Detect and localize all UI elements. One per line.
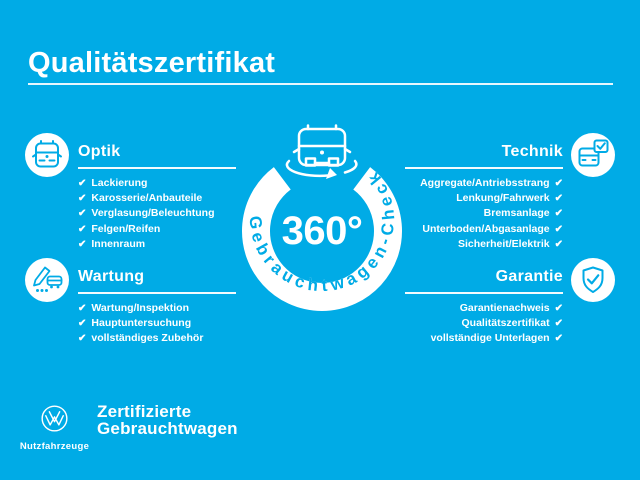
check-icon: ✔ [78, 333, 87, 345]
van-checkbox-icon [578, 139, 609, 167]
section-technik: Technik Aggregate/Antriebsstrang ✔ Lenkun… [405, 143, 563, 253]
check-icon: ✔ [554, 302, 563, 314]
check-icon: ✔ [554, 333, 563, 345]
check-icon: ✔ [554, 208, 563, 220]
check-item-label: Sicherheit/Elektrik [457, 238, 550, 251]
check-item: vollständige Unterlagen ✔ [405, 331, 563, 346]
check-item: Lenkung/Fahrwerk ✔ [405, 191, 563, 206]
check-item: ✔ Felgen/Reifen [78, 222, 236, 237]
degree-label: 360° [282, 209, 363, 253]
check-item-label: vollständiges Zubehör [91, 332, 204, 345]
footer-claim: Zertifizierte Gebrauchtwagen [97, 402, 238, 438]
check-item: ✔ Innenraum [78, 237, 236, 252]
badge-graphic: Gebrauchtwagen-Check Gebrauchtwagen-Chec… [242, 124, 402, 311]
check-icon: ✔ [78, 208, 87, 220]
check-item-label: Garantienachweis [459, 301, 550, 314]
technik-checklist: Aggregate/Antriebsstrang ✔ Lenkung/Fahrwe… [405, 176, 563, 253]
check-icon: ✔ [78, 302, 87, 314]
check-icon: ✔ [554, 239, 563, 251]
center-badge: Gebrauchtwagen-Check Gebrauchtwagen-Chec… [212, 121, 432, 341]
check-icon: ✔ [554, 177, 563, 189]
section-wartung-title: Wartung [78, 268, 145, 285]
section-garantie-underline [405, 292, 563, 294]
title-divider [28, 83, 613, 85]
section-technik-title: Technik [501, 143, 563, 160]
check-item: Bremsanlage ✔ [405, 206, 563, 221]
check-icon: ✔ [554, 318, 563, 329]
section-technik-underline [405, 167, 563, 169]
check-item-label: Lenkung/Fahrwerk [456, 192, 550, 204]
check-icon: ✔ [554, 223, 563, 235]
check-item-label: Unterboden/Abgasanlage [422, 222, 550, 235]
check-icon: ✔ [78, 177, 87, 189]
car-front-icon [32, 140, 62, 168]
service-checklist-icon [33, 266, 63, 292]
check-icon: ✔ [78, 239, 87, 251]
check-icon: ✔ [78, 318, 87, 329]
shield-check-icon [582, 266, 604, 293]
check-item: Sicherheit/Elektrik ✔ [405, 237, 563, 252]
brand-label: Nutzfahrzeuge [19, 441, 90, 452]
vw-logo-icon [37, 401, 72, 436]
check-item: Aggregate/Antriebsstrang ✔ [405, 176, 563, 191]
check-item: ✔ Verglasung/Beleuchtung [78, 206, 236, 221]
footer-claim-line1: Zertifizierte [97, 402, 192, 421]
badge-ring [242, 167, 402, 311]
check-item: ✔ Wartung/Inspektion [78, 301, 236, 316]
check-item: Qualitätszertifikat ✔ [405, 316, 564, 331]
check-item-label: Aggregate/Antriebsstrang [420, 176, 550, 189]
check-item-label: Qualitätszertifikat [461, 317, 550, 329]
check-item-label: Felgen/Reifen [91, 222, 161, 235]
check-item: ✔ Lackierung [78, 176, 236, 191]
wartung-icon-circle [25, 258, 69, 302]
check-item-label: Hauptuntersuchung [91, 317, 192, 329]
check-item: Garantienachweis ✔ [405, 301, 563, 316]
footer-claim-line2: Gebrauchtwagen [97, 418, 238, 438]
optik-icon-circle [25, 133, 69, 177]
section-garantie: Garantie Garantienachweis ✔ Qualitätszert… [405, 268, 563, 347]
section-wartung-underline [78, 292, 236, 294]
section-optik: Optik ✔ Lackierung ✔ Karosserie/Anbauteile… [78, 143, 236, 253]
check-item-label: Wartung/Inspektion [91, 301, 189, 314]
check-item-label: Verglasung/Beleuchtung [91, 207, 215, 220]
check-item-label: Lackierung [91, 176, 148, 189]
garantie-checklist: Garantienachweis ✔ Qualitätszertifikat ✔ v… [405, 301, 563, 347]
check-item: Unterboden/Abgasanlage ✔ [405, 222, 563, 237]
optik-checklist: ✔ Lackierung ✔ Karosserie/Anbauteile ✔ Verg… [78, 176, 236, 253]
section-wartung: Wartung ✔ Wartung/Inspektion ✔ Hauptunters… [78, 268, 236, 347]
check-item-label: Karosserie/Anbauteile [91, 192, 203, 204]
van-rotation-icon [285, 124, 358, 179]
section-garantie-title: Garantie [495, 268, 563, 285]
section-optik-title: Optik [78, 143, 121, 160]
check-item-label: vollständige Unterlagen [430, 332, 550, 345]
check-item: ✔ Hauptuntersuchung [78, 316, 236, 331]
check-icon: ✔ [78, 223, 87, 235]
check-item-label: Bremsanlage [483, 207, 550, 220]
page-title: Qualitätszertifikat [28, 47, 276, 80]
check-item-label: Innenraum [91, 238, 146, 251]
garantie-icon-circle [571, 258, 615, 302]
technik-icon-circle [571, 133, 615, 177]
check-icon: ✔ [554, 193, 563, 204]
check-item: ✔ vollständiges Zubehör [78, 331, 236, 346]
check-icon: ✔ [78, 193, 87, 204]
wartung-checklist: ✔ Wartung/Inspektion ✔ Hauptuntersuchung ✔… [78, 301, 236, 347]
section-optik-underline [78, 167, 236, 169]
check-item: ✔ Karosserie/Anbauteile [78, 191, 236, 206]
